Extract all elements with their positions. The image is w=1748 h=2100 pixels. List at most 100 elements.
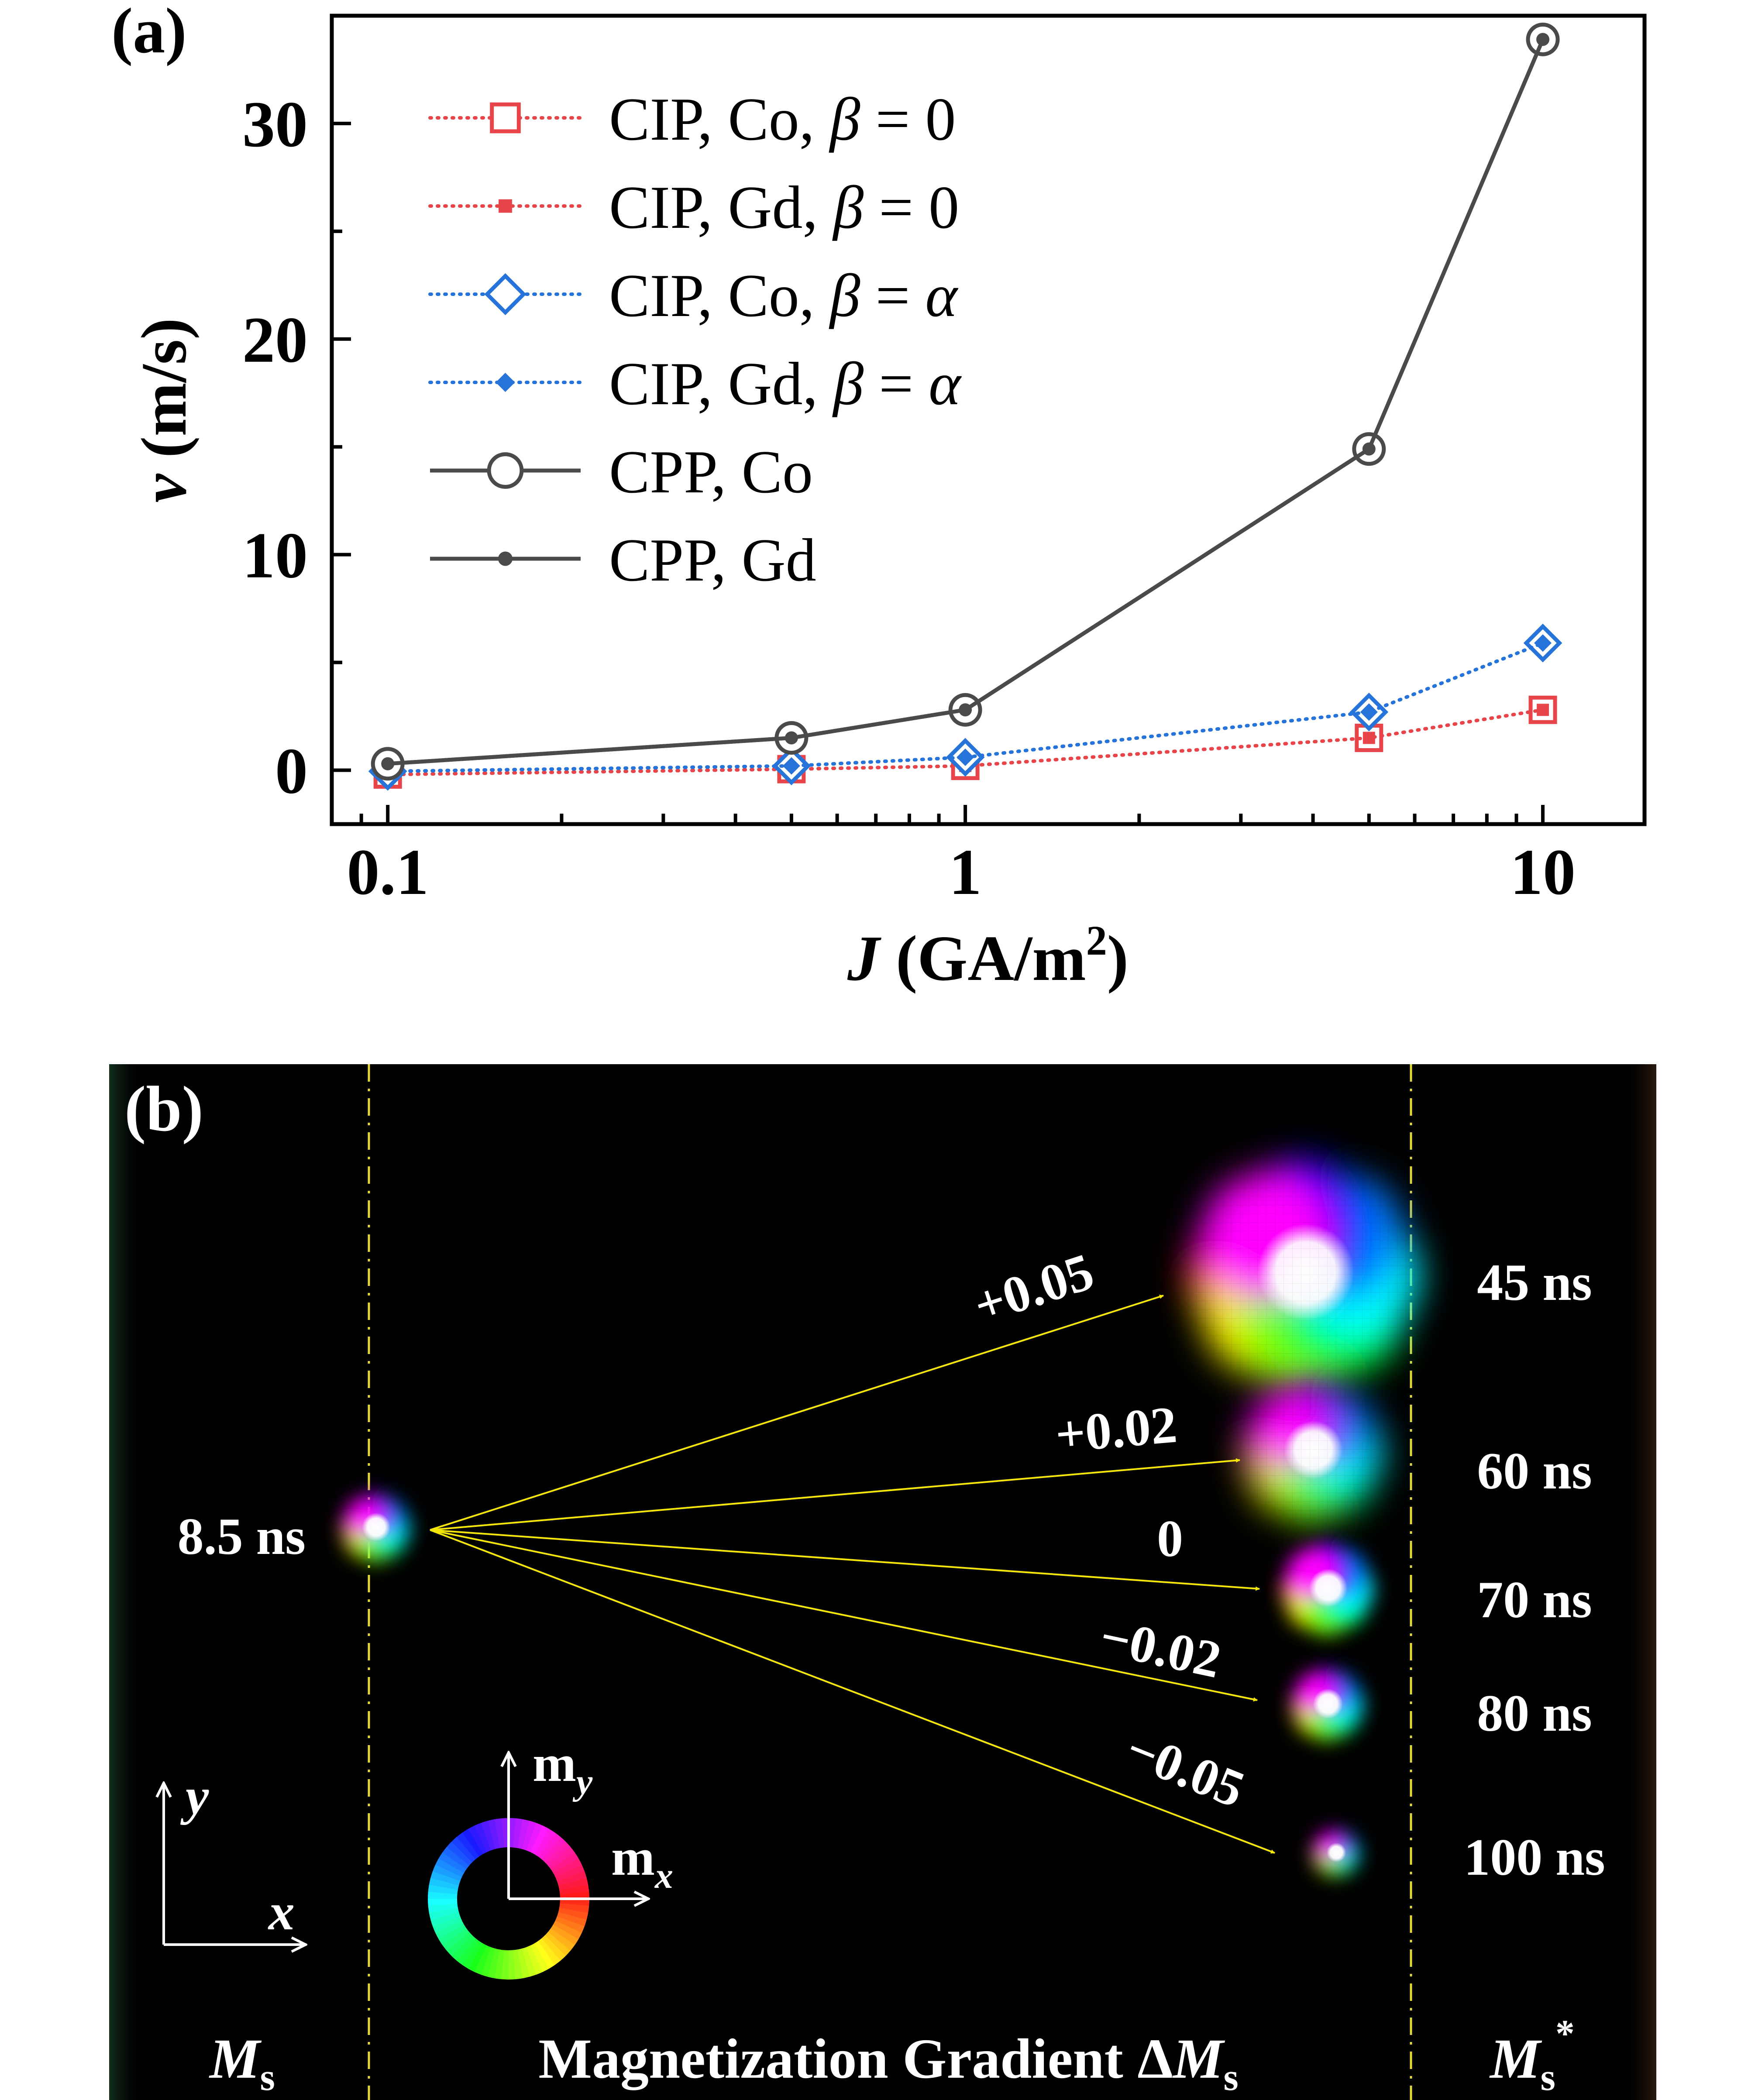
wheel-segment bbox=[517, 1819, 530, 1849]
data-point bbox=[1362, 442, 1376, 456]
ms-left-label: Ms bbox=[209, 2028, 275, 2099]
legend-label-eq: = bbox=[864, 350, 929, 418]
wheel-segment bbox=[447, 1932, 473, 1957]
data-point bbox=[959, 703, 972, 717]
gradient-region-sub: s bbox=[1223, 2056, 1238, 2099]
legend-label-rest: = 0 bbox=[864, 174, 959, 241]
wheel-segment bbox=[442, 1928, 470, 1952]
series-line bbox=[387, 38, 1545, 766]
wheel-segment bbox=[428, 1899, 458, 1907]
wheel-segment bbox=[451, 1837, 476, 1863]
skyrmion-core bbox=[1285, 1545, 1371, 1631]
gradient-arrow bbox=[430, 1529, 1275, 1854]
wheel-segment bbox=[534, 1940, 556, 1969]
legend-label-lead: CIP, Gd, bbox=[609, 174, 833, 241]
data-point bbox=[785, 731, 798, 745]
skyrmion-100ns bbox=[1312, 1829, 1359, 1877]
x-axis-unit-close: ) bbox=[1107, 923, 1129, 994]
x-axis-unit-sup: 2 bbox=[1086, 917, 1107, 964]
wheel-segment bbox=[557, 1870, 587, 1886]
wheel-segment bbox=[442, 1847, 469, 1870]
wheel-segment bbox=[456, 1832, 479, 1860]
legend-label-eq: = bbox=[860, 262, 925, 330]
legend-label-lead: CIP, Co, bbox=[609, 86, 830, 153]
wheel-segment bbox=[467, 1825, 487, 1855]
gradient-label: +0.02 bbox=[1053, 1395, 1179, 1464]
gradient-arrow bbox=[430, 1294, 1164, 1531]
wheel-segment bbox=[487, 1819, 500, 1849]
y-tick-label: 10 bbox=[242, 519, 308, 592]
wheel-segment bbox=[545, 1931, 571, 1956]
legend-label-lead: CIP, Co, bbox=[609, 262, 830, 330]
color-wheel-ring bbox=[428, 1818, 590, 1980]
gradient-region-text: Magnetization Gradient Δ bbox=[538, 2028, 1173, 2090]
wheel-segment bbox=[548, 1928, 575, 1951]
wheel-segment bbox=[451, 1935, 476, 1961]
my-label: my bbox=[533, 1734, 593, 1802]
x-tick-label: 0.1 bbox=[347, 836, 429, 908]
wheel-segment bbox=[557, 1911, 587, 1927]
time-label: 80 ns bbox=[1477, 1684, 1592, 1742]
data-point bbox=[1363, 732, 1375, 744]
wheel-segment bbox=[428, 1884, 458, 1895]
legend-marker bbox=[487, 452, 524, 489]
legend-marker bbox=[490, 102, 521, 134]
skyrmion-core bbox=[344, 1495, 408, 1559]
wheel-segment bbox=[462, 1941, 484, 1969]
legend-label: CIP, Gd, β = 0 bbox=[609, 174, 959, 241]
wheel-segment bbox=[522, 1947, 537, 1977]
skyrmion-60ns bbox=[1239, 1378, 1385, 1524]
gradient-arrow bbox=[430, 1529, 1258, 1702]
panel-b-label: (b) bbox=[124, 1073, 203, 1145]
mx-label: mx bbox=[611, 1828, 673, 1896]
wheel-segment bbox=[468, 1943, 488, 1973]
skyrmion-core bbox=[1314, 1831, 1358, 1874]
data-point bbox=[1360, 703, 1378, 721]
wheel-segment bbox=[488, 1948, 500, 1979]
y-tick-label: 30 bbox=[242, 88, 308, 161]
x-tick-label: 10 bbox=[1510, 836, 1576, 908]
wheel-segment bbox=[433, 1916, 462, 1934]
ms-right-sub: s bbox=[1541, 2056, 1555, 2099]
wheel-segment bbox=[501, 1950, 509, 1980]
y-axis-var: v bbox=[128, 474, 200, 503]
wheel-segment bbox=[446, 1842, 472, 1866]
wheel-segment bbox=[428, 1903, 458, 1914]
panel-a-label: (a) bbox=[111, 0, 187, 67]
wheel-segment bbox=[555, 1916, 585, 1933]
gradient-arrow bbox=[430, 1529, 1260, 1591]
time-label: 70 ns bbox=[1477, 1571, 1592, 1629]
wheel-segment bbox=[438, 1852, 467, 1874]
wheel-segment bbox=[547, 1846, 575, 1870]
legend-label: CIP, Co, β = 0 bbox=[609, 86, 956, 153]
gradient-region-base: M bbox=[1172, 2028, 1225, 2090]
legend-label-lead: CIP, Gd, bbox=[609, 350, 833, 418]
legend-label-lead: CPP, Co bbox=[609, 438, 813, 506]
wheel-segment bbox=[481, 1947, 496, 1977]
legend-label: CIP, Co, β = α bbox=[609, 262, 958, 330]
wheel-segment bbox=[560, 1890, 589, 1899]
legend-label-greek: β bbox=[829, 86, 860, 153]
data-point bbox=[782, 757, 800, 775]
wheel-segment bbox=[538, 1938, 561, 1965]
y-tick-label: 20 bbox=[242, 304, 308, 376]
ms-right-sup: * bbox=[1555, 2013, 1575, 2055]
panel-b-simulation: (b) 8.5 ns +0.05 +0.02 0 −0.02 −0.05 45 … bbox=[109, 1064, 1656, 2100]
wheel-segment bbox=[429, 1908, 459, 1921]
ms-left-base: M bbox=[209, 2028, 262, 2090]
color-wheel: my mx bbox=[428, 1734, 673, 1980]
wheel-segment bbox=[474, 1823, 491, 1853]
legend-label: CPP, Gd bbox=[609, 526, 816, 594]
series-line bbox=[387, 38, 1545, 766]
skyrmion-initial bbox=[341, 1493, 410, 1562]
wheel-segment bbox=[513, 1818, 523, 1848]
x-axis-var: J bbox=[847, 923, 881, 994]
skyrmion-core bbox=[1294, 1670, 1362, 1737]
wheel-segment bbox=[533, 1828, 555, 1857]
wheel-segment bbox=[428, 1891, 458, 1900]
wheel-segment bbox=[553, 1920, 582, 1939]
wheel-segment bbox=[435, 1858, 464, 1878]
initial-time-label: 8.5 ns bbox=[178, 1507, 306, 1565]
wheel-segment bbox=[559, 1903, 589, 1913]
